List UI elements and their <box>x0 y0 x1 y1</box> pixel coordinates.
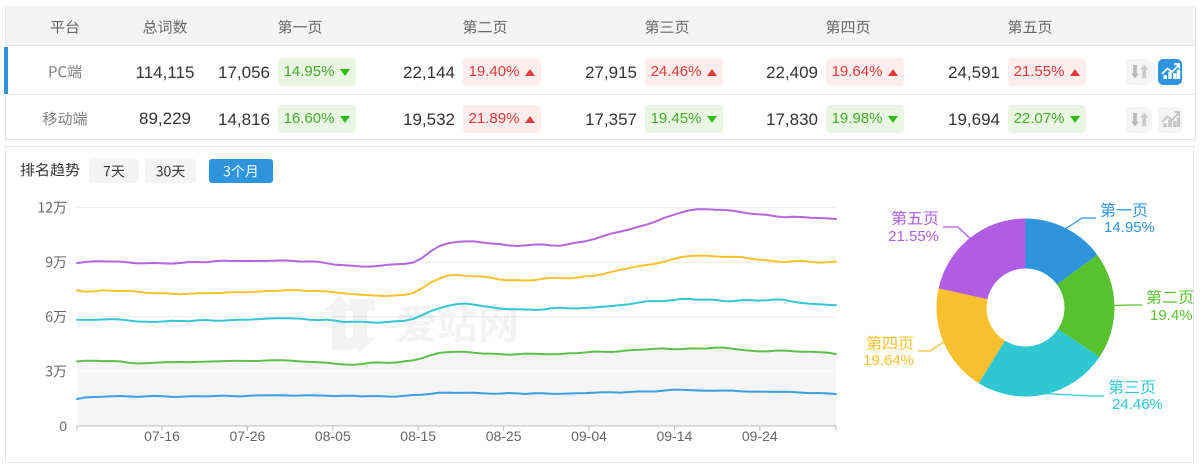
svg-text:0: 0 <box>59 418 67 434</box>
svg-text:09-14: 09-14 <box>656 428 692 444</box>
svg-text:19.4%: 19.4% <box>1150 307 1193 324</box>
svg-text:19.64%: 19.64% <box>863 352 914 369</box>
svg-text:21.55%: 21.55% <box>888 228 939 245</box>
svg-text:14.95%: 14.95% <box>1104 219 1155 236</box>
svg-text:09-24: 09-24 <box>742 428 778 444</box>
svg-text:07-26: 07-26 <box>229 428 265 444</box>
svg-text:09-04: 09-04 <box>571 428 607 444</box>
svg-text:24.46%: 24.46% <box>1112 396 1163 413</box>
svg-text:08-15: 08-15 <box>400 428 436 444</box>
svg-text:07-16: 07-16 <box>144 428 180 444</box>
svg-text:08-05: 08-05 <box>315 428 351 444</box>
svg-text:08-25: 08-25 <box>486 428 522 444</box>
